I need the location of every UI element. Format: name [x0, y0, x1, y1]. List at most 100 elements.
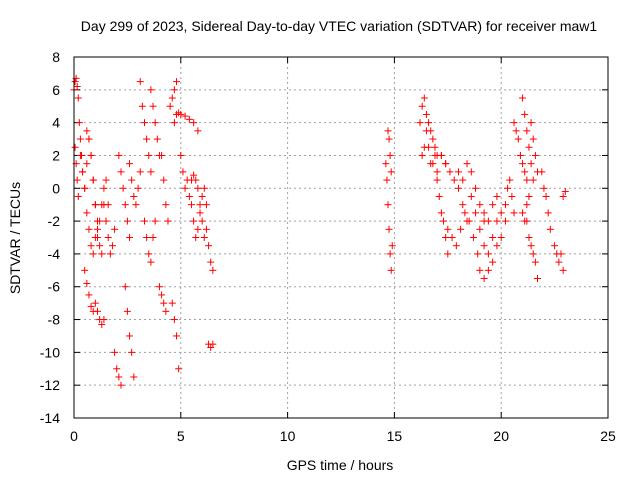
x-tick-label: 5 — [177, 428, 185, 444]
data-point — [100, 184, 108, 192]
data-point — [164, 217, 172, 225]
data-point — [151, 217, 159, 225]
data-point — [74, 192, 82, 200]
plot-frame — [73, 56, 609, 419]
data-point — [113, 365, 121, 373]
data-point — [128, 176, 136, 184]
data-point — [196, 209, 204, 217]
data-point — [386, 250, 394, 258]
data-point — [207, 258, 215, 266]
x-tick-label: 20 — [493, 428, 509, 444]
data-point — [387, 266, 395, 274]
data-point — [484, 217, 492, 225]
data-point — [166, 102, 174, 110]
data-point — [168, 299, 176, 307]
data-point — [162, 307, 170, 315]
data-point — [519, 160, 527, 168]
x-tick-label: 10 — [280, 428, 296, 444]
data-point — [190, 119, 198, 127]
x-tick-labels: 0 5 10 15 20 25 — [70, 428, 616, 444]
data-point — [140, 119, 148, 127]
data-point — [108, 242, 116, 250]
data-point — [519, 209, 527, 217]
data-point — [510, 209, 518, 217]
data-point — [454, 184, 462, 192]
data-point — [192, 234, 200, 241]
data-point — [155, 283, 163, 291]
data-point — [76, 151, 84, 159]
data-point — [190, 217, 198, 225]
data-point — [126, 234, 134, 241]
data-point — [85, 225, 93, 233]
data-point — [149, 102, 157, 110]
data-point — [181, 112, 189, 120]
data-point — [185, 192, 193, 200]
data-point — [433, 168, 441, 176]
data-point — [459, 176, 467, 184]
data-point — [559, 192, 567, 200]
data-point — [484, 266, 492, 274]
data-point — [523, 201, 531, 209]
data-point — [529, 250, 537, 258]
data-point — [83, 160, 91, 168]
data-point — [209, 266, 217, 274]
data-point — [461, 209, 469, 217]
data-point — [472, 184, 480, 192]
data-point — [162, 201, 170, 209]
y-tick-label: 0 — [52, 180, 60, 196]
data-point — [138, 102, 146, 110]
data-point — [497, 209, 505, 217]
data-point — [85, 291, 93, 299]
y-tick-labels: -14 -12 -10 -8 -6 -4 -2 0 2 4 6 8 — [40, 49, 60, 426]
data-point — [385, 135, 393, 143]
data-point — [200, 234, 208, 241]
data-point — [147, 258, 155, 266]
data-point — [196, 201, 204, 209]
data-point — [147, 86, 155, 94]
data-point — [425, 143, 433, 151]
data-point — [538, 168, 546, 176]
data-point — [452, 242, 460, 250]
x-tick-label: 25 — [600, 428, 616, 444]
data-point — [561, 188, 569, 196]
data-point — [126, 332, 134, 340]
data-point — [493, 242, 501, 250]
data-point — [508, 192, 516, 200]
data-point — [202, 201, 210, 209]
y-axis-label: SDTVAR / TECUs — [7, 182, 23, 294]
data-point — [87, 242, 95, 250]
data-point — [130, 192, 138, 200]
data-point — [123, 307, 131, 315]
data-point — [73, 83, 81, 91]
y-tick-label: 4 — [52, 115, 60, 131]
y-tick-label: -12 — [40, 377, 60, 393]
data-point — [429, 160, 437, 168]
data-point — [529, 135, 537, 143]
data-point — [83, 279, 91, 287]
data-point — [149, 234, 157, 241]
data-point — [79, 168, 87, 176]
data-point — [420, 94, 428, 102]
data-point — [160, 176, 168, 184]
data-point — [422, 127, 430, 135]
data-point — [459, 201, 467, 209]
chart-title: Day 299 of 2023, Sidereal Day-to-day VTE… — [81, 18, 598, 34]
data-point — [187, 201, 195, 209]
data-point — [497, 234, 505, 241]
data-point — [179, 168, 187, 176]
data-point — [96, 242, 104, 250]
data-point — [175, 365, 183, 373]
data-point — [435, 192, 443, 200]
data-point — [527, 119, 535, 127]
data-point — [493, 192, 501, 200]
data-point — [551, 242, 559, 250]
data-point — [525, 192, 533, 200]
data-point — [489, 258, 497, 266]
data-point — [472, 209, 480, 217]
grid-lines — [74, 57, 608, 418]
data-point — [73, 176, 81, 184]
data-point — [140, 217, 148, 225]
data-point — [194, 184, 202, 192]
data-point — [489, 201, 497, 209]
